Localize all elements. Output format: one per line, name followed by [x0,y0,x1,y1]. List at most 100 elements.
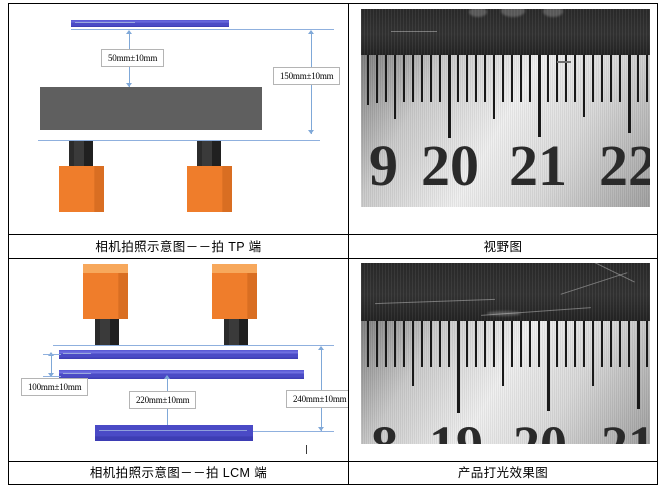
photo-scratch [391,31,437,32]
extension-line-bottom [38,140,320,141]
photo-artifact [543,9,563,17]
arrow-down-icon [308,130,314,134]
camera-lens-right [224,318,248,345]
ruler-tick [493,320,495,367]
dimension-label-240: 240mm±10mm [286,389,348,408]
panel-highlight-strip [63,352,91,354]
ruler-tick [466,55,468,102]
ruler-tick [385,55,387,102]
photo-dark-band [361,9,650,55]
diagram-camera-setup-tp: 50mm±10mm 150mm±10mm [9,4,348,234]
arrow-up-icon [308,30,314,34]
ruler-tick [484,55,486,102]
ruler-tick [556,320,558,367]
caption-camera-setup-lcm: 相机拍照示意图－－拍 LCM 端 [89,465,268,480]
ruler-tick-major [637,320,640,409]
ruler-tick [412,55,414,102]
arrow-down-icon [318,426,324,431]
layout-table: 50mm±10mm 150mm±10mm [8,2,658,486]
cell-caption-fov: 视野图 [348,234,658,259]
ruler-tick [439,320,441,367]
ruler-tick [619,55,621,102]
camera-lens-left [95,318,119,345]
ruler-tick [565,320,567,367]
ruler-tick [403,55,405,102]
ruler-tick [610,55,612,102]
extension-line-top [71,29,334,30]
table-row-captions-top: 相机拍照示意图－－拍 TP 端 视野图 [8,234,658,259]
ruler-tick [547,55,549,102]
ruler-tick [493,55,495,119]
ruler-tick [376,320,378,367]
ruler-tick [484,320,486,367]
ruler-tick [628,320,630,367]
extension-tick [43,375,61,377]
table-row-captions-bottom: 相机拍照示意图－－拍 LCM 端 产品打光效果图 [8,460,658,486]
ruler-number: 21 [509,133,567,198]
caption-lighting-effect: 产品打光效果图 [457,465,549,480]
ruler-number: 22 [599,133,650,198]
ruler-tick [529,320,531,367]
arrow-up-icon [126,30,132,34]
ruler-tick [601,320,603,367]
cell-caption-lcm: 相机拍照示意图－－拍 LCM 端 [8,460,349,486]
ruler-tick [538,320,540,367]
ruler-tick [466,320,468,367]
caption-camera-setup-tp: 相机拍照示意图－－拍 TP 端 [95,239,262,254]
ruler-tick [556,55,558,102]
photo-artifact [469,9,487,17]
ruler-tick [430,55,432,102]
ruler-tick [421,55,423,102]
ruler-number: 8 [371,418,398,444]
ruler-tick [502,55,504,102]
ruler-tick [457,55,459,102]
arrow-down-icon [126,83,132,87]
cell-diagram-tp: 50mm±10mm 150mm±10mm [8,2,349,236]
cell-caption-lighting: 产品打光效果图 [348,460,658,486]
ruler-number: 21 [601,418,650,444]
ruler-tick-major [547,320,550,411]
camera-body-left [59,166,104,212]
ruler-photo-bottom: 8 19 20 21 [361,262,650,444]
ruler-tick [520,320,522,367]
camera-top-left [83,263,128,273]
panel-blue-bottom [95,424,253,441]
ruler-tick [637,55,639,102]
ruler-tick [367,55,369,105]
photo-artifact [501,9,525,17]
photo-artifact [487,310,521,316]
ruler-tick-major [538,55,541,137]
ruler-tick [421,320,423,367]
ruler-tick [646,55,648,102]
arrow-up-icon [318,345,324,350]
camera-body-right [212,272,257,319]
ruler-number: 20 [513,418,567,444]
text-cursor-mark [306,444,307,454]
ruler-number: 20 [421,133,479,198]
ruler-tick [439,55,441,102]
dimension-label-100: 100mm±10mm [21,377,89,396]
ruler-tick-major [448,55,451,138]
ruler-tick [610,320,612,367]
panel-blue-lower [59,369,304,379]
product-block [40,87,262,130]
ruler-tick [430,320,432,367]
ruler-tick [511,320,513,367]
ruler-tick [520,55,522,102]
arrow-up-icon [164,374,170,379]
panel-blue-top [71,20,229,27]
panel-highlight-strip [63,372,91,374]
table-row-diagrams-bottom: 100mm±10mm 220mm±10mm 240mm±10mm [8,257,658,462]
camera-lens-left [69,141,93,167]
dimension-label-50: 50mm±10mm [101,49,165,67]
diagram-camera-setup-lcm: 100mm±10mm 220mm±10mm 240mm±10mm [9,259,348,461]
ruler-tick [511,55,513,102]
dimension-line-240 [321,346,322,431]
dimension-line-100 [51,353,52,376]
ruler-tick-major [457,320,460,413]
ruler-tick [592,55,594,102]
camera-body-right [187,166,232,212]
cell-caption-tp: 相机拍照示意图－－拍 TP 端 [8,234,349,259]
cell-diagram-lcm: 100mm±10mm 220mm±10mm 240mm±10mm [8,257,349,462]
ruler-tick [646,320,648,367]
